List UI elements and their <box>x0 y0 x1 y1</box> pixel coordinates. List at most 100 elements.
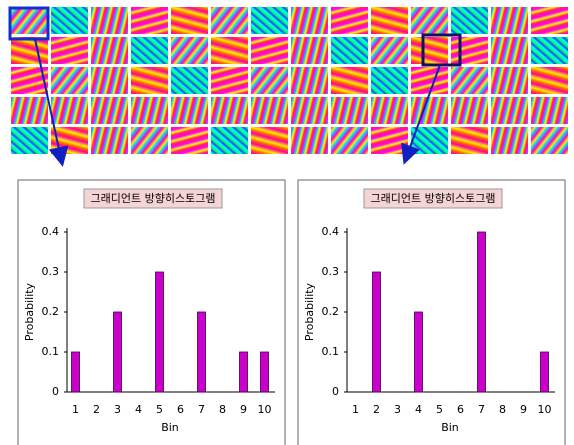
x-tick-label: 1 <box>72 403 79 416</box>
image-tile <box>331 37 368 64</box>
x-tick-label: 6 <box>177 403 184 416</box>
chart-title: 그래디언트 방향히스토그램 <box>91 191 216 205</box>
image-tile <box>451 7 488 34</box>
chart-title: 그래디언트 방향히스토그램 <box>371 191 496 205</box>
image-tile <box>51 7 88 34</box>
y-tick-label: 0.4 <box>322 225 340 238</box>
image-tile <box>371 37 408 64</box>
image-tile <box>131 7 168 34</box>
x-tick-label: 8 <box>499 403 506 416</box>
image-tile <box>91 97 128 124</box>
bar <box>156 272 164 392</box>
image-tile <box>531 97 568 124</box>
x-tick-label: 6 <box>457 403 464 416</box>
bar <box>415 312 423 392</box>
x-axis-label: Bin <box>441 421 459 434</box>
image-tile <box>51 67 88 94</box>
x-tick-label: 2 <box>373 403 380 416</box>
y-tick-label: 0.3 <box>322 265 340 278</box>
image-tile <box>371 97 408 124</box>
image-tile <box>291 37 328 64</box>
image-tile <box>171 7 208 34</box>
image-tile <box>491 67 528 94</box>
image-tile <box>211 37 248 64</box>
y-tick-label: 0.1 <box>322 345 340 358</box>
image-tile <box>491 7 528 34</box>
y-tick-label: 0.3 <box>42 265 60 278</box>
bar <box>72 352 80 392</box>
image-tile <box>291 97 328 124</box>
image-tile <box>451 97 488 124</box>
image-tile <box>11 97 48 124</box>
image-tile <box>131 37 168 64</box>
image-tile <box>371 7 408 34</box>
x-tick-label: 8 <box>219 403 226 416</box>
image-tile <box>371 67 408 94</box>
image-tile <box>251 97 288 124</box>
image-tile <box>251 127 288 154</box>
x-tick-label: 9 <box>240 403 247 416</box>
image-tile <box>131 97 168 124</box>
x-tick-label: 7 <box>198 403 205 416</box>
image-tile <box>11 37 48 64</box>
image-tile <box>291 67 328 94</box>
image-tile <box>371 127 408 154</box>
x-tick-label: 2 <box>93 403 100 416</box>
gradient-image <box>10 5 570 157</box>
image-tile <box>251 37 288 64</box>
bar <box>114 312 122 392</box>
image-tile <box>291 7 328 34</box>
image-tile <box>211 127 248 154</box>
image-tile <box>171 67 208 94</box>
bar <box>478 232 486 392</box>
image-tile <box>131 67 168 94</box>
x-tick-label: 3 <box>114 403 121 416</box>
bar <box>198 312 206 392</box>
image-tile <box>171 127 208 154</box>
bar <box>541 352 549 392</box>
x-tick-label: 9 <box>520 403 527 416</box>
image-tile <box>131 127 168 154</box>
image-tile <box>211 67 248 94</box>
y-tick-label: 0.2 <box>322 305 340 318</box>
image-tile <box>51 97 88 124</box>
image-tile <box>451 127 488 154</box>
image-tile <box>491 127 528 154</box>
bar <box>240 352 248 392</box>
image-tile <box>491 97 528 124</box>
image-tile <box>11 127 48 154</box>
x-tick-label: 10 <box>538 403 552 416</box>
image-tile <box>411 37 448 64</box>
y-tick-label: 0.2 <box>42 305 60 318</box>
x-tick-label: 4 <box>415 403 422 416</box>
x-tick-label: 5 <box>436 403 443 416</box>
image-tile <box>531 7 568 34</box>
image-tile <box>331 67 368 94</box>
bar <box>261 352 269 392</box>
y-axis-label: Probability <box>303 282 316 341</box>
image-tile <box>531 37 568 64</box>
x-tick-label: 4 <box>135 403 142 416</box>
image-tile <box>11 7 48 34</box>
x-tick-label: 7 <box>478 403 485 416</box>
image-tile <box>211 7 248 34</box>
image-tile <box>411 67 448 94</box>
image-tile <box>171 37 208 64</box>
image-tile <box>171 97 208 124</box>
y-axis-label: Probability <box>23 282 36 341</box>
y-tick-label: 0 <box>332 385 339 398</box>
y-tick-label: 0.4 <box>42 225 60 238</box>
image-tile <box>91 37 128 64</box>
x-axis-label: Bin <box>161 421 179 434</box>
image-tile <box>211 97 248 124</box>
figure: 그래디언트 방향히스토그램 0 0.1 0.2 0.3 0.4 1 2 3 4 5 6 7 8 9 10 Bin… <box>0 0 574 445</box>
x-tick-label: 1 <box>352 403 359 416</box>
image-tile <box>91 67 128 94</box>
image-tile <box>451 67 488 94</box>
image-tile <box>331 127 368 154</box>
image-tile <box>531 127 568 154</box>
image-tile <box>411 97 448 124</box>
x-tick-label: 5 <box>156 403 163 416</box>
